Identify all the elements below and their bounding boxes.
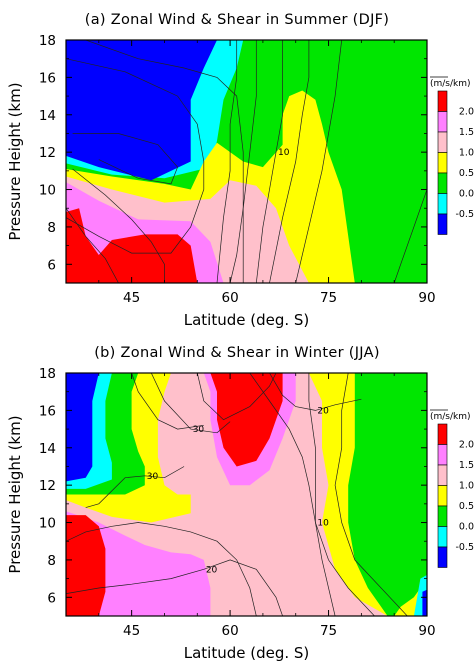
wind-contour-9 <box>66 559 283 616</box>
colorbar-label-5: -0.5 <box>455 542 474 553</box>
y-tick-label-1: 8 <box>47 220 56 236</box>
y-tick-label-5: 16 <box>39 403 56 419</box>
colorbar-unit: (m/s/km) <box>430 412 471 422</box>
wind-contour-2 <box>72 133 179 185</box>
wind-contour-8 <box>66 522 257 616</box>
colorbar-swatch-0 <box>437 90 448 112</box>
x-tick-label-2: 75 <box>320 623 337 639</box>
colorbar-swatch-1 <box>437 111 448 133</box>
y-tick-label-1: 8 <box>47 553 56 569</box>
shear-region-1 <box>66 40 217 181</box>
shear-region-5 <box>66 515 106 616</box>
colorbar-label-2: 1.0 <box>459 481 474 492</box>
y-tick-label-3: 12 <box>39 145 56 161</box>
colorbar-swatch-1 <box>437 444 448 466</box>
contour-label-7: 10 <box>278 148 290 158</box>
y-tick-label-3: 12 <box>39 478 56 494</box>
contour-label-1: 30 <box>193 425 205 435</box>
wind-contour-5 <box>216 40 238 283</box>
colorbar-label-0: 2.0 <box>459 440 474 451</box>
chart-title: (a) Zonal Wind & Shear in Summer (DJF) <box>85 12 390 28</box>
colorbar-label-4: 0.0 <box>459 522 474 533</box>
y-tick-label-2: 10 <box>39 183 56 199</box>
colorbar-swatch-4 <box>437 505 448 527</box>
wind-contour-7 <box>85 466 185 508</box>
plot-frame <box>65 39 428 284</box>
contour-label-9: 20 <box>206 565 218 575</box>
colorbar-label-4: 0.0 <box>459 189 474 200</box>
wind-contour-2 <box>196 373 277 421</box>
colorbar: (m/s/km) 2.0 1.5 1.0 0.5 0.0 -0.5 <box>430 409 474 568</box>
colorbar-label-1: 1.5 <box>459 460 474 471</box>
x-tick-label-0: 45 <box>123 290 140 306</box>
wind-contour-10 <box>393 189 427 283</box>
y-axis-label: Pressure Height (km) <box>6 415 24 573</box>
x-tick-label-3: 90 <box>418 623 435 639</box>
wind-contour-6 <box>229 40 257 283</box>
shear-region-3 <box>66 373 99 482</box>
wind-contour-6 <box>334 373 408 616</box>
chart-title: (b) Zonal Wind & Shear in Winter (JJA) <box>94 345 380 361</box>
plot-area: 30 20 10 30 20 <box>66 373 427 616</box>
shear-region-9 <box>210 373 283 467</box>
plot-area: 10 <box>66 40 427 283</box>
wind-contour-1 <box>150 373 231 434</box>
shear-region-12 <box>422 589 427 616</box>
colorbar: (m/s/km) 2.0 1.5 1.0 0.5 0.0 -0.5 <box>430 76 474 235</box>
colorbar-unit: (m/s/km) <box>430 79 471 89</box>
wind-contour-3 <box>269 373 362 411</box>
wind-contour-9 <box>295 40 343 283</box>
wind-contour-4 <box>249 373 336 616</box>
wind-contour-7 <box>255 40 283 283</box>
wind-contour-5 <box>308 373 375 616</box>
colorbar-label-0: 2.0 <box>459 107 474 118</box>
x-axis-label: Latitude (deg. S) <box>184 311 310 329</box>
colorbar-swatch-2 <box>437 464 448 486</box>
contour-label-5: 10 <box>317 519 329 529</box>
shear-region-10 <box>348 373 427 616</box>
x-tick-label-0: 45 <box>123 623 140 639</box>
y-tick-label-2: 10 <box>39 516 56 532</box>
panel-winter: 30 20 10 30 20 45 60 75 90 6 8 10 12 14 16 18 (b) Zonal … <box>6 345 474 662</box>
plot-frame <box>65 372 428 617</box>
colorbar-swatch-4 <box>437 172 448 194</box>
y-tick-label-0: 6 <box>47 590 56 606</box>
colorbar-swatch-3 <box>437 152 448 174</box>
contour-label-7: 30 <box>147 472 159 482</box>
y-tick-label-6: 18 <box>39 366 56 382</box>
colorbar-label-3: 0.5 <box>459 501 474 512</box>
colorbar-label-2: 1.0 <box>459 148 474 159</box>
y-tick-label-5: 16 <box>39 70 56 86</box>
colorbar-swatch-2 <box>437 131 448 153</box>
colorbar-label-1: 1.5 <box>459 127 474 138</box>
contour-label-3: 20 <box>317 406 329 416</box>
colorbar-swatch-3 <box>437 485 448 507</box>
colorbar-swatch-6 <box>437 213 448 235</box>
wind-contour-0 <box>85 40 244 283</box>
y-tick-label-4: 14 <box>39 441 56 457</box>
wind-contour-8 <box>269 40 310 283</box>
x-tick-label-1: 60 <box>221 290 238 306</box>
colorbar-label-3: 0.5 <box>459 168 474 179</box>
y-tick-label-0: 6 <box>47 257 56 273</box>
x-tick-label-2: 75 <box>320 290 337 306</box>
y-tick-label-6: 18 <box>39 33 56 49</box>
x-tick-label-1: 60 <box>221 623 238 639</box>
colorbar-swatch-0 <box>437 423 448 445</box>
wind-contour-3 <box>72 168 165 283</box>
wind-contour-0 <box>131 373 204 430</box>
wind-contour-1 <box>66 58 205 254</box>
colorbar-swatch-5 <box>437 193 448 215</box>
y-tick-label-4: 14 <box>39 108 56 124</box>
colorbar-swatch-6 <box>437 546 448 568</box>
colorbar-label-5: -0.5 <box>455 209 474 220</box>
colorbar-swatch-5 <box>437 526 448 548</box>
x-axis-label: Latitude (deg. S) <box>184 644 310 662</box>
wind-contour-4 <box>66 207 119 283</box>
panel-summer: 10 45 60 75 90 6 8 10 12 14 16 18 (a) Zonal Wind & S… <box>6 12 474 329</box>
x-tick-label-3: 90 <box>418 290 435 306</box>
y-axis-label: Pressure Height (km) <box>6 82 24 240</box>
